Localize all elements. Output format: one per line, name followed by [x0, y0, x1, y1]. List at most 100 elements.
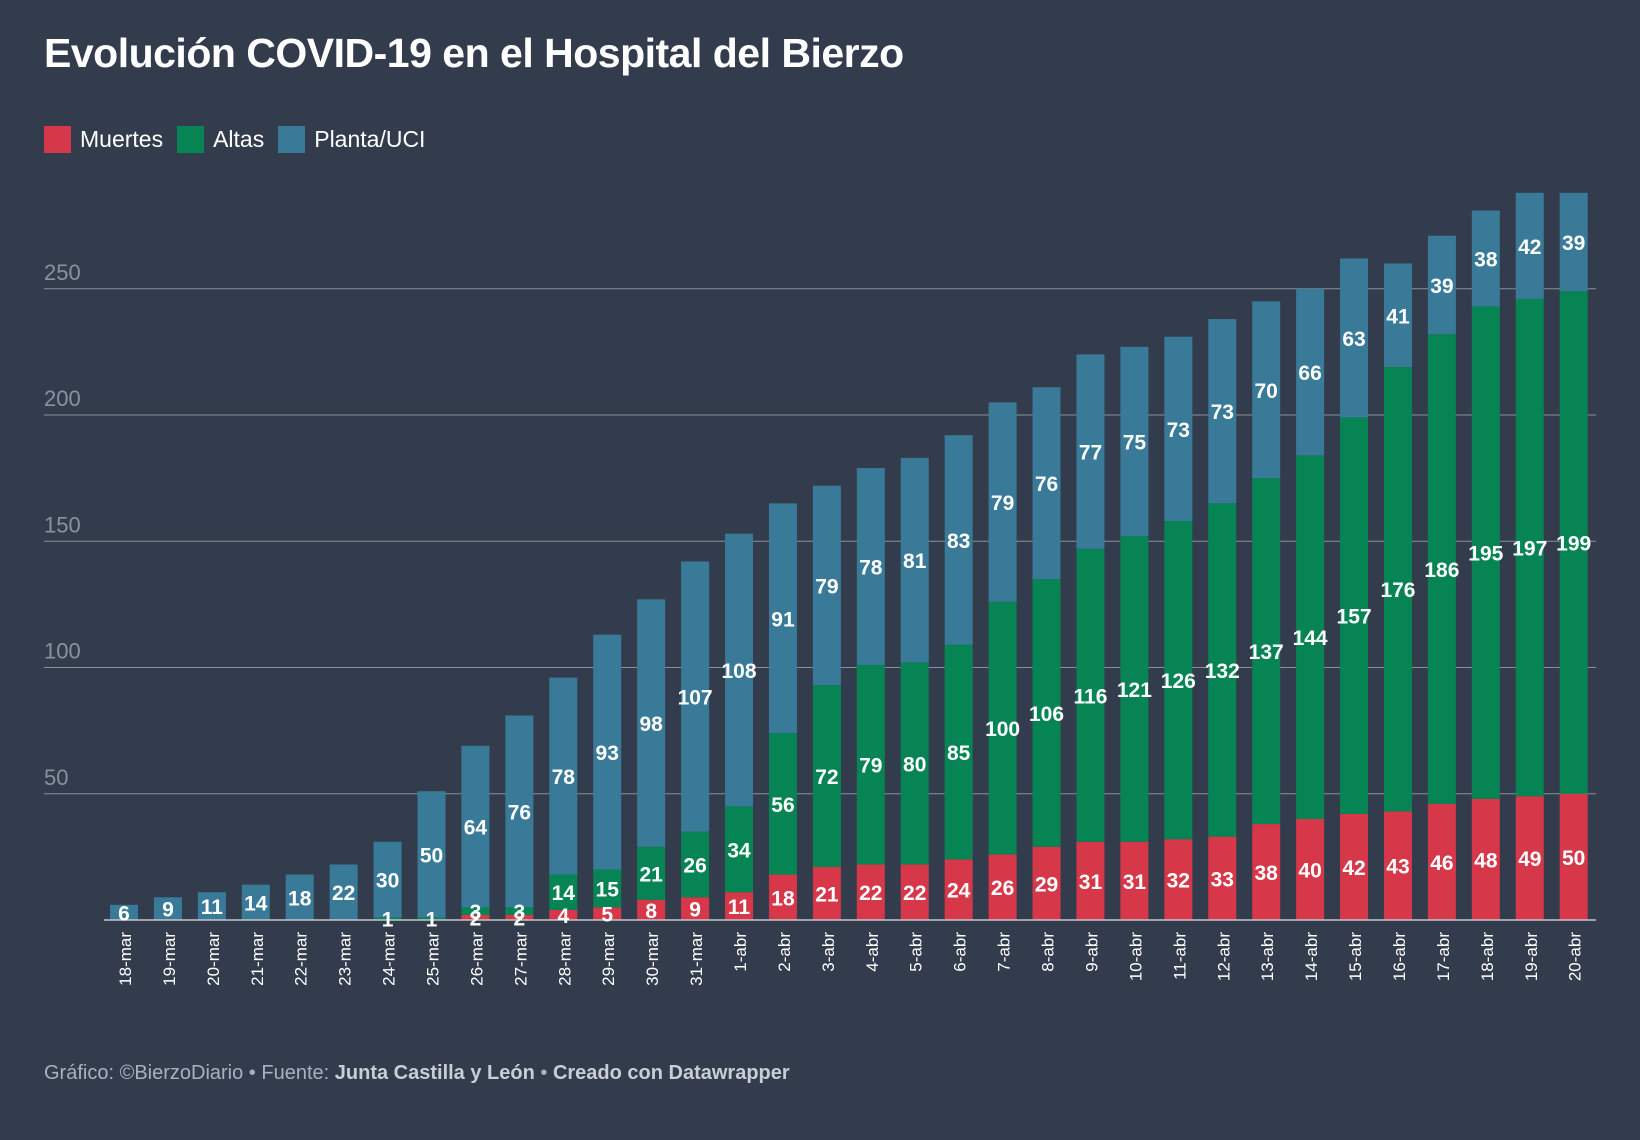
- data-label-muertes: 32: [1167, 870, 1190, 893]
- y-tick-label: 100: [44, 639, 81, 664]
- bar-segment-altas: [856, 664, 885, 865]
- data-label-altas: 34: [727, 839, 751, 862]
- bar-segment-altas: [593, 869, 622, 908]
- bar-segment-planta-uci: [241, 884, 270, 920]
- bar-segment-planta-uci: [637, 599, 666, 847]
- x-tick-label: 3-abr: [819, 932, 838, 972]
- bar-segment-muertes: [944, 859, 973, 920]
- data-label-muertes: 48: [1474, 849, 1498, 872]
- data-label-muertes: 43: [1386, 856, 1409, 879]
- data-label-planta-uci: 30: [376, 870, 399, 893]
- data-label-planta-uci: 78: [552, 766, 576, 789]
- legend-swatch-muertes: [44, 126, 71, 153]
- bar-segment-altas: [417, 917, 446, 920]
- data-label-altas: 85: [947, 742, 971, 765]
- bar-segment-muertes: [1252, 824, 1281, 920]
- bar-segment-altas: [1120, 536, 1149, 842]
- x-tick-label: 27-mar: [511, 932, 530, 986]
- data-label-planta-uci: 42: [1518, 236, 1541, 259]
- bar-segment-muertes: [1515, 796, 1544, 920]
- data-label-planta-uci: 75: [1123, 432, 1147, 455]
- data-label-planta-uci: 9: [162, 899, 174, 922]
- bar-segment-planta-uci: [681, 561, 710, 832]
- bar-segment-muertes: [1340, 813, 1369, 920]
- x-tick-label: 7-abr: [995, 932, 1014, 972]
- data-label-planta-uci: 76: [1035, 473, 1058, 496]
- data-label-planta-uci: 38: [1474, 248, 1498, 271]
- data-label-muertes: 2: [514, 907, 526, 930]
- bar-segment-altas: [988, 601, 1017, 855]
- data-label-planta-uci: 76: [508, 801, 531, 824]
- x-tick-label: 18-mar: [116, 932, 135, 986]
- bar-segment-planta-uci: [153, 897, 182, 920]
- bar-segment-altas: [1427, 334, 1456, 804]
- bar-segment-muertes: [1471, 798, 1500, 920]
- x-tick-label: 28-mar: [555, 932, 574, 986]
- data-label-planta-uci: 50: [420, 844, 443, 867]
- x-tick-label: 25-mar: [424, 932, 443, 986]
- data-label-altas: 26: [683, 854, 706, 877]
- bar-segment-muertes: [1559, 793, 1588, 920]
- data-label-muertes: 22: [903, 882, 926, 905]
- bar-segment-altas: [1076, 548, 1105, 842]
- data-label-altas: 176: [1380, 579, 1415, 602]
- footer: Gráfico: ©BierzoDiario • Fuente: Junta C…: [44, 1062, 790, 1085]
- bar-segment-muertes: [1427, 803, 1456, 920]
- legend-label-altas: Altas: [213, 126, 265, 152]
- legend-label-planta-uci: Planta/UCI: [314, 126, 426, 152]
- x-tick-label: 29-mar: [599, 932, 618, 986]
- data-label-planta-uci: 63: [1342, 328, 1365, 351]
- bar-segment-altas: [549, 874, 578, 910]
- bar-segment-altas: [768, 733, 797, 875]
- bar-segment-planta-uci: [812, 485, 841, 686]
- bar-segment-altas: [1252, 478, 1281, 825]
- data-label-altas: 79: [859, 755, 882, 778]
- data-label-muertes: 2: [470, 907, 482, 930]
- x-tick-label: 12-abr: [1214, 932, 1233, 981]
- data-label-planta-uci: 81: [903, 550, 927, 573]
- bar-segment-planta-uci: [1427, 235, 1456, 335]
- data-label-muertes: 31: [1079, 871, 1103, 894]
- bar-segment-muertes: [1032, 846, 1061, 920]
- bar-segment-planta-uci: [505, 715, 534, 908]
- y-tick-label: 200: [44, 386, 81, 411]
- bar-segment-muertes: [812, 866, 841, 920]
- bar-segment-planta-uci: [900, 457, 929, 663]
- data-label-altas: 106: [1029, 703, 1064, 726]
- data-label-altas: 56: [771, 794, 794, 817]
- bar-segment-muertes: [1120, 841, 1149, 920]
- x-tick-label: 2-abr: [775, 932, 794, 972]
- x-tick-label: 19-abr: [1522, 932, 1541, 981]
- x-tick-label: 16-abr: [1390, 932, 1409, 981]
- x-tick-label: 18-abr: [1478, 932, 1497, 981]
- bar-segment-planta-uci: [1208, 319, 1237, 504]
- footer-created-with: Creado con Datawrapper: [552, 1062, 790, 1084]
- bar-segment-muertes: [1208, 836, 1237, 920]
- legend-swatch-planta-uci: [278, 126, 306, 153]
- x-tick-label: 17-abr: [1434, 932, 1453, 981]
- footer-separator: •: [534, 1062, 553, 1084]
- x-tick-label: 20-abr: [1566, 932, 1585, 981]
- bar-segment-planta-uci: [1296, 288, 1325, 456]
- data-label-altas: 197: [1512, 538, 1547, 561]
- legend-item-planta-uci: Planta/UCI: [278, 126, 425, 153]
- x-tick-label: 31-mar: [687, 932, 706, 986]
- bar-segment-muertes: [637, 899, 666, 920]
- bar-segment-planta-uci: [110, 904, 138, 920]
- data-label-planta-uci: 66: [1298, 362, 1321, 385]
- bar-segment-planta-uci: [1164, 336, 1193, 522]
- data-label-muertes: 26: [991, 877, 1014, 900]
- bar-segment-altas: [1383, 367, 1412, 812]
- data-label-altas: 132: [1205, 660, 1240, 683]
- bar-segment-planta-uci: [1032, 387, 1061, 580]
- data-label-planta-uci: 70: [1255, 380, 1278, 403]
- x-tick-label: 14-abr: [1302, 932, 1321, 981]
- data-label-muertes: 50: [1562, 847, 1585, 870]
- bar-segment-altas: [1515, 298, 1544, 797]
- x-tick-label: 6-abr: [951, 932, 970, 972]
- footer-credit: Gráfico: ©BierzoDiario: [44, 1062, 244, 1084]
- footer-source-prefix: Fuente:: [261, 1062, 335, 1084]
- bar-segment-altas: [373, 917, 402, 920]
- data-label-muertes: 8: [645, 900, 657, 923]
- bar-segment-muertes: [505, 914, 534, 920]
